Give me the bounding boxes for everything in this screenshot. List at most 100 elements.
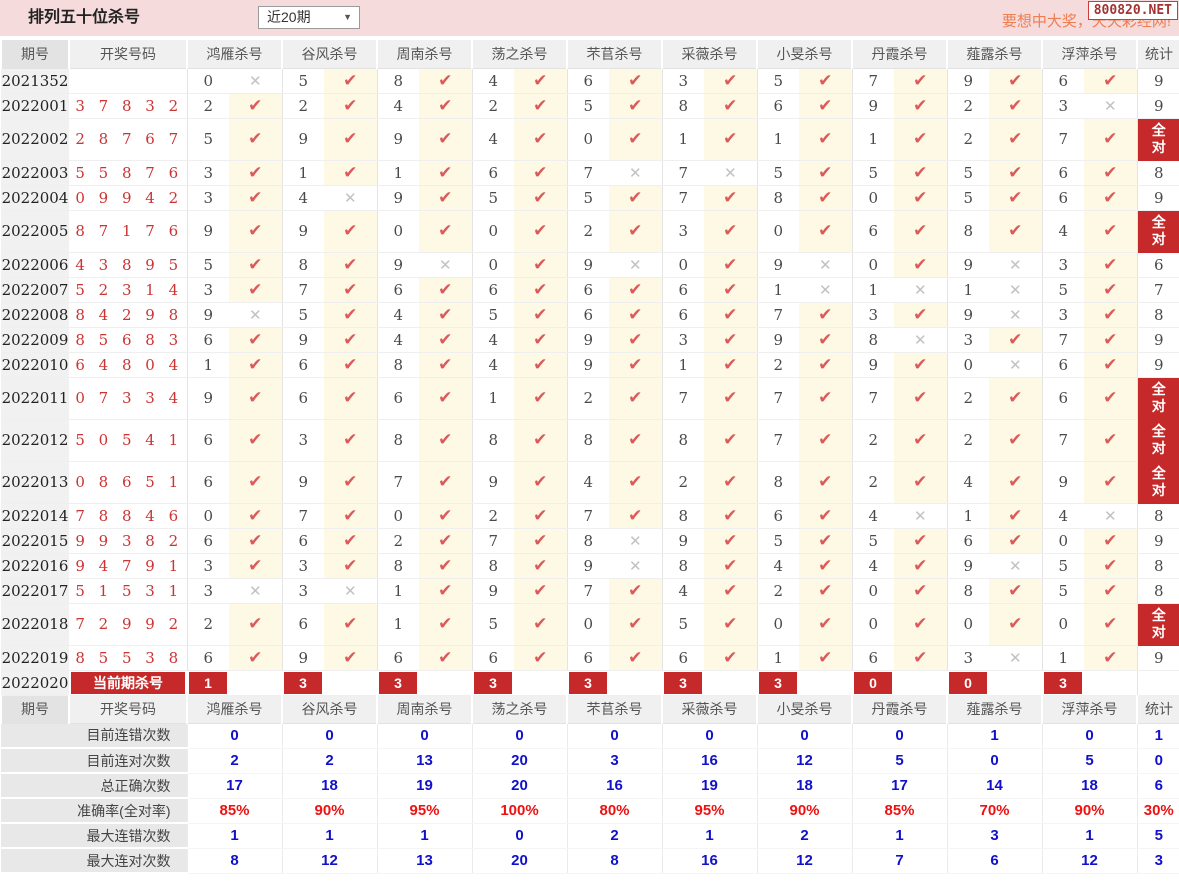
chevron-down-icon: ▼: [343, 12, 352, 22]
winning-numbers-cell: 0 9 9 4 2: [69, 185, 187, 211]
check-icon: ✔: [438, 95, 453, 115]
kill-number-cell: 0: [946, 603, 989, 646]
result-cell: ✕: [324, 578, 377, 604]
result-cell: ✕: [894, 327, 947, 353]
stats-value: 16: [566, 773, 662, 799]
check-icon: ✔: [1103, 647, 1118, 667]
result-cell: ✔: [229, 327, 282, 353]
check-icon: ✔: [913, 530, 928, 550]
kill-number-cell: 9: [661, 528, 704, 554]
total-cell: 8: [1136, 553, 1179, 579]
check-icon: ✔: [248, 329, 263, 349]
check-icon: ✔: [438, 580, 453, 600]
kill-number-cell: 7: [1041, 419, 1084, 462]
kill-number-cell: 2: [186, 603, 229, 646]
period-cell: 2022018: [1, 603, 69, 646]
check-icon: ✔: [438, 187, 453, 207]
result-cell: ✔: [1084, 645, 1137, 671]
winning-numbers-cell: 9 9 3 8 2: [69, 528, 187, 554]
range-select[interactable]: 近20期 ▼: [258, 6, 360, 29]
site-badge[interactable]: 800820.NET: [1087, 1, 1178, 20]
check-icon: ✔: [1103, 304, 1118, 324]
check-icon: ✔: [913, 254, 928, 274]
stats-value: 3: [946, 823, 1042, 849]
current-kill-number: 3: [284, 671, 322, 694]
kill-number-cell: 5: [946, 185, 989, 211]
kill-number-cell: 9: [471, 578, 514, 604]
kill-number-cell: 6: [1041, 185, 1084, 211]
check-icon: ✔: [913, 388, 928, 407]
stats-value: 14: [946, 773, 1042, 799]
check-icon: ✔: [248, 162, 263, 182]
cross-icon: ✕: [1103, 507, 1117, 525]
stats-value: 2: [186, 748, 282, 774]
result-cell: ✔: [609, 93, 662, 119]
stats-row: 准确率(全对率) 85% 90% 95% 100% 80% 95% 90% 85% 70% 90% 3…: [1, 798, 1179, 824]
result-cell: ✔: [229, 185, 282, 211]
kill-number-cell: 5: [946, 160, 989, 186]
check-icon: ✔: [818, 129, 833, 148]
result-cell: ✔: [419, 93, 472, 119]
result-cell: ✔: [324, 352, 377, 378]
kill-number-cell: 2: [471, 93, 514, 119]
total-cell-all-correct: 全对: [1136, 419, 1179, 462]
cross-icon: ✕: [343, 582, 357, 600]
all-correct-char: 全: [1151, 423, 1166, 439]
check-icon: ✔: [818, 304, 833, 324]
table-row: 2022006 4 3 8 9 5 5 ✔ 8 ✔ 9 ✕ 0 ✔ 9 ✕ 0 ✔ 9 ✕ 0 ✔ 9 ✕ 3 ✔ 6: [1, 252, 1179, 278]
kill-number-cell: 8: [471, 553, 514, 579]
check-icon: ✔: [913, 162, 928, 182]
kill-number-cell: 4: [946, 461, 989, 504]
check-icon: ✔: [248, 354, 263, 374]
result-cell: ✔: [324, 302, 377, 328]
col-header-expert-8: 丹霞杀号: [851, 695, 947, 724]
result-cell: ✔: [514, 210, 567, 253]
check-icon: ✔: [818, 472, 833, 491]
kill-number-cell: 9: [756, 327, 799, 353]
current-kill-number-cell: 3: [662, 670, 704, 696]
kill-number-cell: 5: [566, 93, 609, 119]
result-cell: ✔: [894, 352, 947, 378]
kill-number-cell: 4: [376, 93, 419, 119]
kill-number-cell: 8: [946, 210, 989, 253]
check-icon: ✔: [1008, 162, 1023, 182]
kill-number-cell: 5: [281, 302, 324, 328]
stats-row: 目前连对次数 2 2 13 20 3 16 12 5 0 5 0: [1, 748, 1179, 774]
check-icon: ✔: [818, 354, 833, 374]
result-cell: ✕: [989, 352, 1042, 378]
stats-value: 1: [946, 723, 1042, 749]
col-header-expert-2: 谷风杀号: [281, 40, 377, 69]
result-cell: ✔: [419, 302, 472, 328]
kill-number-cell: 9: [186, 377, 229, 420]
kill-number-cell: 6: [1041, 377, 1084, 420]
winning-numbers-cell: 0 7 3 3 4: [69, 377, 187, 420]
result-cell: ✔: [419, 645, 472, 671]
kill-number-cell: 6: [661, 302, 704, 328]
table-row: 2022010 6 4 8 0 4 1 ✔ 6 ✔ 8 ✔ 4 ✔ 9 ✔ 1 ✔ 2 ✔ 9 ✔ 0 ✕ 6 ✔ 9: [1, 352, 1179, 378]
kill-number-cell: 0: [851, 603, 894, 646]
col-header-expert-6: 采薇杀号: [661, 40, 757, 69]
kill-number-cell: 5: [186, 118, 229, 161]
winning-numbers-cell: 8 5 5 3 8: [69, 645, 187, 671]
kill-number-cell: 8: [661, 503, 704, 529]
stats-label: 准确率(全对率): [1, 798, 187, 824]
check-icon: ✔: [1103, 354, 1118, 374]
result-cell: ✔: [989, 419, 1042, 462]
kill-number-cell: 3: [946, 327, 989, 353]
stats-value: 90%: [756, 798, 852, 824]
kill-number-cell: 3: [1041, 93, 1084, 119]
result-cell: ✕: [609, 160, 662, 186]
result-cell: ✔: [514, 528, 567, 554]
check-icon: ✔: [343, 70, 358, 90]
result-cell: ✔: [514, 252, 567, 278]
period-cell: 2022012: [1, 419, 69, 462]
result-cell-empty: [324, 670, 377, 696]
check-icon: ✔: [1008, 430, 1023, 449]
col-header-expert-7: 小旻杀号: [756, 40, 852, 69]
result-cell: ✔: [1084, 461, 1137, 504]
kill-number-cell: 6: [566, 277, 609, 303]
result-cell: ✔: [609, 603, 662, 646]
period-cell: 2022002: [1, 118, 69, 161]
kill-number-cell: 4: [851, 553, 894, 579]
check-icon: ✔: [913, 95, 928, 115]
